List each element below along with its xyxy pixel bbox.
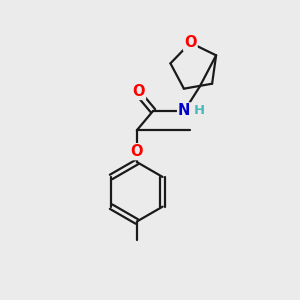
Text: O: O: [133, 84, 145, 99]
Text: O: O: [184, 35, 196, 50]
Text: H: H: [194, 104, 205, 117]
Text: O: O: [130, 144, 143, 159]
Text: N: N: [178, 103, 190, 118]
